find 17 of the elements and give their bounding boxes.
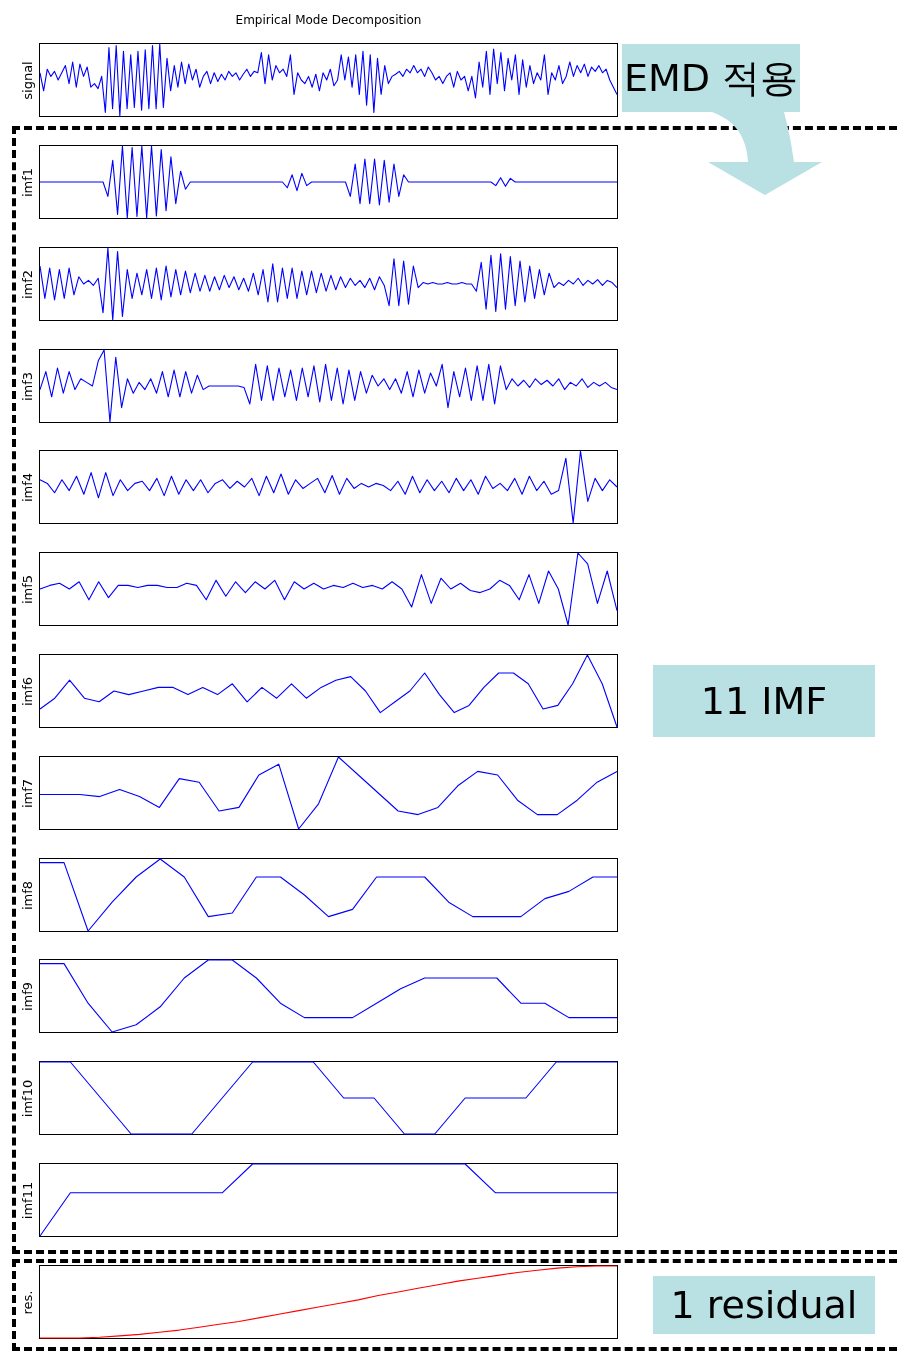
chart-title: Empirical Mode Decomposition [235,13,422,28]
y-axis-title: imf6 [19,676,35,707]
text: 11 IMF [653,665,875,737]
y-axis-title: imf10 [19,1079,35,1118]
y-axis-title: imf2 [19,269,35,299]
y-axis-title: imf11 [19,1181,35,1220]
y-axis-title: imf5 [19,575,35,605]
text: EMD 적용 [622,44,800,112]
y-axis-title: imf4 [19,473,35,503]
y-axis-title: res. [19,1290,35,1315]
y-axis-title: imf8 [19,880,35,910]
y-axis-title: signal [19,61,35,100]
y-axis-title: imf9 [19,982,35,1012]
text: 1 residual [653,1275,875,1334]
y-axis-title: imf7 [19,778,35,808]
y-axis-title: imf1 [19,167,35,198]
y-axis-title: imf3 [19,371,35,401]
